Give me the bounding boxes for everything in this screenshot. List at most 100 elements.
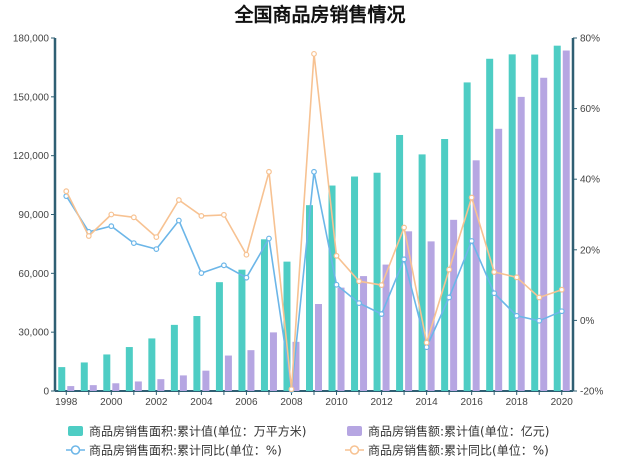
- point-area-yoy-2004: [198, 270, 205, 276]
- bar-amount-2019: [540, 77, 548, 391]
- bar-area-2018: [508, 54, 516, 391]
- point-area-yoy-2010: [333, 281, 340, 288]
- legend-swatch-marker: [70, 445, 81, 455]
- left-axis-tick-label: 60,000: [18, 269, 49, 280]
- bar-amount-2012: [382, 264, 390, 391]
- point-area-yoy-2001: [130, 240, 137, 246]
- point-amount-yoy-2010: [333, 252, 340, 259]
- bar-amount-2014: [427, 241, 435, 391]
- chart-title: 全国商品房销售情况: [233, 3, 405, 26]
- legend-label: 商品房销售额:累计值(单位：亿元): [368, 424, 549, 439]
- point-amount-yoy-2006: [243, 251, 250, 258]
- bar-area-2000: [103, 354, 111, 391]
- bar-amount-2003: [179, 375, 187, 391]
- bar-amount-1999: [89, 385, 97, 391]
- bar-amount-2005: [224, 355, 232, 391]
- point-amount-yoy-2012: [378, 282, 385, 289]
- point-area-yoy-2005: [221, 262, 227, 269]
- x-axis-tick-label: 2014: [415, 397, 438, 408]
- right-axis-tick-label: 0%: [580, 316, 595, 327]
- bar-area-2002: [148, 338, 156, 391]
- x-axis-tick-label: 1998: [55, 397, 78, 408]
- plot-area: 0 30,000 60,000 90,000 120,000 150,000 180,000…: [13, 34, 604, 409]
- point-amount-yoy-1998: [63, 188, 70, 195]
- bar-area-2001: [125, 347, 133, 391]
- point-area-yoy-2017: [491, 290, 498, 297]
- point-amount-yoy-2005: [221, 211, 227, 218]
- bar-area-2013: [396, 134, 404, 392]
- bar-amount-2000: [112, 383, 120, 391]
- bar-area-2005: [215, 282, 223, 391]
- point-amount-yoy-2018: [513, 274, 520, 281]
- bar-amount-2006: [247, 350, 255, 391]
- x-axis-tick-label: 2004: [190, 397, 213, 408]
- legend-label: 商品房销售面积:累计值(单位：万平方米): [89, 424, 306, 439]
- x-axis-tick-label: 2006: [235, 397, 258, 408]
- point-area-yoy-2006: [243, 274, 250, 281]
- right-axis-tick-label: 60%: [580, 104, 600, 115]
- x-axis-tick-label: 2008: [280, 397, 303, 408]
- bar-area-2019: [531, 54, 539, 392]
- x-axis-tick-label: 2000: [100, 397, 123, 408]
- point-amount-yoy-2017: [491, 269, 498, 275]
- bar-amount-2018: [517, 96, 525, 391]
- point-amount-yoy-1999: [85, 233, 92, 239]
- bar-amount-2010: [337, 287, 345, 391]
- bar-area-2008: [283, 261, 291, 391]
- point-amount-yoy-2007: [266, 168, 272, 175]
- point-area-yoy-2011: [356, 300, 362, 307]
- point-amount-yoy-2008: [288, 386, 295, 393]
- x-axis-tick-label: 2002: [145, 397, 168, 408]
- bar-amount-2002: [157, 379, 165, 391]
- legend-swatch: [68, 426, 83, 436]
- point-area-yoy-2009: [311, 168, 317, 175]
- bar-amount-2015: [450, 219, 458, 391]
- point-area-yoy-2014: [423, 344, 430, 351]
- left-axis-tick-label: 120,000: [13, 151, 50, 162]
- point-area-yoy-2000: [108, 223, 115, 230]
- legend-swatch: [347, 426, 362, 436]
- point-amount-yoy-2013: [401, 224, 407, 231]
- left-axis-tick-label: 0: [43, 387, 49, 398]
- bar-amount-1998: [67, 386, 75, 391]
- bar-area-1998: [58, 367, 66, 391]
- point-amount-yoy-2001: [130, 214, 137, 221]
- right-axis-tick-label: -20%: [580, 387, 603, 398]
- bar-amount-2016: [472, 160, 480, 391]
- bar-amount-2017: [495, 128, 503, 391]
- bar-area-2012: [373, 172, 381, 391]
- point-amount-yoy-2002: [153, 234, 160, 240]
- point-area-yoy-2003: [175, 217, 182, 224]
- bar-area-2004: [193, 316, 201, 391]
- point-amount-yoy-2000: [108, 211, 115, 218]
- bar-area-2009: [306, 205, 313, 391]
- left-axis-tick-label: 150,000: [13, 92, 50, 103]
- bar-area-2015: [441, 139, 449, 391]
- bar-amount-2009: [315, 304, 322, 391]
- bar-area-1999: [80, 362, 88, 391]
- bar-amount-2013: [405, 231, 413, 391]
- point-amount-yoy-2014: [423, 339, 430, 346]
- right-axis-tick-label: 20%: [580, 245, 600, 256]
- left-axis-tick-label: 180,000: [13, 34, 50, 45]
- bar-area-2007: [260, 239, 268, 391]
- point-amount-yoy-2003: [175, 197, 182, 203]
- point-area-yoy-2013: [401, 256, 407, 263]
- x-axis-tick-label: 2018: [506, 397, 529, 408]
- left-axis-tick-label: 30,000: [18, 328, 49, 339]
- point-area-yoy-2020: [558, 308, 565, 315]
- point-amount-yoy-2009: [311, 50, 317, 57]
- bar-area-2011: [351, 176, 359, 391]
- legend: 商品房销售面积:累计值(单位：万平方米) 商品房销售额:累计值(单位：亿元) 商品房…: [66, 424, 549, 458]
- bar-area-2020: [553, 45, 561, 392]
- bar-amount-2008: [292, 341, 300, 391]
- point-area-yoy-2019: [536, 317, 543, 324]
- bar-area-2006: [238, 269, 246, 391]
- right-axis-tick-label: 80%: [580, 34, 600, 45]
- bar-amount-2007: [269, 332, 277, 391]
- legend-label: 商品房销售额:累计同比(单位：%): [368, 443, 549, 458]
- left-axis-tick-label: 90,000: [18, 210, 49, 221]
- bar-area-2014: [418, 154, 426, 391]
- bar-amount-2011: [360, 276, 368, 391]
- point-area-yoy-2018: [513, 312, 520, 319]
